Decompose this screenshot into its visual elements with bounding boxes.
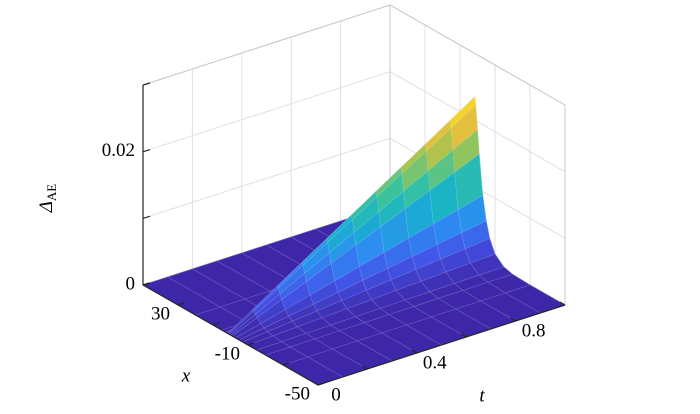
x-tick-label: 30: [151, 303, 170, 324]
box-edge: [389, 4, 566, 106]
grid-line: [142, 137, 391, 219]
z-axis-label-main: Δ: [36, 201, 57, 213]
axes-labels: 0 0.02 0 0.4 0.8 -50 -10 30: [102, 82, 566, 405]
x-axis-line: [142, 284, 319, 386]
t-axis-label: t: [479, 385, 485, 406]
t-tick: [411, 349, 418, 354]
x-tick: [247, 342, 255, 346]
t-axis-line: [317, 304, 566, 386]
z-tick: [142, 215, 151, 219]
x-tick: [212, 322, 220, 326]
z-tick-label: 0.02: [102, 140, 135, 161]
z-tick: [142, 149, 151, 153]
x-axis-label: x: [181, 365, 191, 386]
t-tick: [460, 333, 467, 338]
x-tick: [317, 382, 325, 386]
t-tick: [362, 365, 368, 370]
t-tick-label: 0.8: [522, 320, 546, 341]
z-axis-label: ΔAE: [36, 184, 59, 214]
t-tick: [559, 301, 566, 306]
x-tick-label: -10: [215, 343, 240, 364]
z-tick-label: 0: [126, 273, 136, 294]
grid-line: [142, 71, 391, 153]
x-tick-label: -50: [285, 383, 310, 404]
x-tick: [142, 282, 150, 286]
z-tick: [142, 82, 151, 86]
t-tick-label: 0: [331, 384, 341, 405]
x-tick: [282, 362, 290, 366]
grid-line: [389, 71, 566, 173]
t-tick: [510, 317, 516, 322]
box-edge: [142, 4, 391, 86]
t-tick-label: 0.4: [423, 352, 447, 373]
t-tick: [312, 381, 319, 386]
x-tick: [177, 302, 185, 306]
surface: [142, 96, 566, 386]
z-axis-label-sub: AE: [44, 184, 59, 201]
